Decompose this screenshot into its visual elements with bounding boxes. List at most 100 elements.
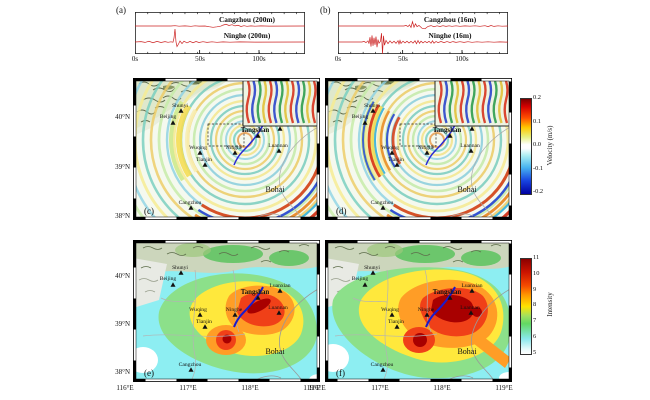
svg-text:Shunyi: Shunyi (172, 103, 188, 109)
svg-text:Ninghe: Ninghe (226, 307, 243, 313)
intensity-tick: 7 (533, 317, 537, 324)
trace-label-ninghe-16m: Ninghe (16m) (429, 31, 472, 40)
b-tick-100s: 100s (455, 55, 469, 63)
velocity-colorbar (520, 98, 532, 195)
svg-text:Tangshan: Tangshan (433, 127, 462, 134)
intensity-map-f: Beijing Shunyi Wuqing Tianjin Ninghe Tan… (325, 240, 512, 382)
lat-tick-39n: 39°N (115, 320, 130, 328)
lat-tick-39n: 39°N (115, 163, 130, 171)
svg-text:Ninghe: Ninghe (418, 145, 435, 151)
svg-text:Wuqing: Wuqing (381, 145, 399, 151)
sea-label: Bohai (457, 347, 477, 356)
lat-tick-38n: 38°N (115, 212, 130, 220)
svg-text:Beijing: Beijing (160, 276, 177, 282)
intensity-tick: 10 (533, 270, 540, 277)
svg-text:Cangzhou: Cangzhou (371, 362, 394, 368)
svg-text:Luannan: Luannan (460, 143, 480, 149)
velocity-tick: -0.1 (533, 165, 544, 172)
inset-source-box (399, 123, 437, 147)
svg-text:Wuqing: Wuqing (189, 307, 207, 313)
svg-text:Ninghe: Ninghe (226, 145, 243, 151)
trace-label-ninghe-200m: Ninghe (200m) (224, 31, 271, 40)
intensity-map-e: Beijing Shunyi Wuqing Tianjin Ninghe Tan… (133, 240, 320, 382)
b-tick-50s: 50s (398, 55, 408, 63)
svg-text:Tianjin: Tianjin (196, 319, 212, 325)
lon-tick-119e: 119°E (303, 384, 321, 392)
wavefield-inset (242, 78, 320, 127)
lon-tick-117e: 117°E (179, 384, 197, 392)
lon-tick-119e: 119°E (495, 384, 513, 392)
intensity-tick: 8 (533, 301, 537, 308)
svg-text:Shunyi: Shunyi (364, 103, 380, 109)
svg-text:Luannan: Luannan (268, 305, 288, 311)
velocity-tick: 0.0 (533, 141, 541, 148)
svg-text:Tangshan: Tangshan (241, 127, 270, 134)
intensity-tick: 5 (533, 349, 537, 356)
sea-label: Bohai (265, 185, 285, 194)
svg-text:Cangzhou: Cangzhou (179, 200, 202, 206)
wavefield-map-d: Beijing Shunyi Wuqing Tianjin Ninghe Tan… (325, 78, 512, 220)
svg-text:Beijing: Beijing (160, 114, 177, 120)
svg-text:Ninghe: Ninghe (418, 307, 435, 313)
velocity-tick: -0.2 (533, 188, 544, 195)
svg-text:Luanxian: Luanxian (461, 283, 482, 289)
trace-cangzhou-16m (338, 20, 508, 30)
lon-tick-116e: 116°E (116, 384, 134, 392)
intensity-tick: 9 (533, 286, 537, 293)
intensity-tick: 11 (533, 254, 540, 261)
intensity-tick: 6 (533, 333, 537, 340)
svg-text:Beijing: Beijing (352, 276, 369, 282)
trace-ninghe-200m (135, 28, 305, 48)
a-tick-50s: 50s (195, 55, 205, 63)
panel-c-label: (c) (144, 206, 154, 216)
trace-cangzhou-200m (135, 23, 305, 28)
svg-text:Tianjin: Tianjin (196, 157, 212, 163)
velocity-colorbar-title: Velocity (m/s) (546, 125, 554, 166)
svg-text:Beijing: Beijing (352, 114, 369, 120)
velocity-tick: 0.1 (533, 118, 541, 125)
seismogram-b-box (338, 12, 508, 54)
lat-tick-40n: 40°N (115, 113, 130, 121)
a-tick-100s: 100s (252, 55, 266, 63)
b-tick-0s: 0s (334, 55, 342, 63)
intensity-colorbar-title: Intensity (546, 292, 554, 317)
svg-text:Tianjin: Tianjin (388, 157, 404, 163)
trace-ninghe-16m (338, 33, 508, 54)
lat-tick-40n: 40°N (115, 272, 130, 280)
lon-tick-118e: 118°E (433, 384, 451, 392)
svg-text:Shunyi: Shunyi (172, 265, 188, 271)
seismogram-a-box (135, 12, 305, 54)
panel-d-label: (d) (336, 206, 347, 216)
city-markers: Beijing Shunyi Wuqing Tianjin Ninghe Tan… (352, 265, 483, 372)
svg-text:Wuqing: Wuqing (189, 145, 207, 151)
city-markers: Beijing Shunyi Wuqing Tianjin Ninghe Tan… (160, 265, 291, 372)
sea-label: Bohai (265, 347, 285, 356)
svg-text:Luannan: Luannan (268, 143, 288, 149)
lat-tick-38n: 38°N (115, 368, 130, 376)
seismogram-panel-b: Cangzhou (16m) Ninghe (16m) (338, 12, 508, 54)
svg-text:Cangzhou: Cangzhou (371, 200, 394, 206)
svg-text:Wuqing: Wuqing (381, 307, 399, 313)
inset-source-box (207, 123, 245, 147)
lon-tick-118e: 118°E (241, 384, 259, 392)
svg-text:Shunyi: Shunyi (364, 265, 380, 271)
svg-text:Tangshan: Tangshan (433, 289, 462, 296)
svg-text:Luannan: Luannan (460, 305, 480, 311)
svg-text:Luanxian: Luanxian (269, 283, 290, 289)
sea-label: Bohai (457, 185, 477, 194)
intensity-colorbar (520, 258, 532, 355)
lon-tick-117e: 117°E (371, 384, 389, 392)
svg-text:Cangzhou: Cangzhou (179, 362, 202, 368)
seismogram-panel-a: Cangzhou (200m) Ninghe (200m) (135, 12, 305, 54)
panel-e-label: (e) (144, 368, 154, 378)
svg-text:Tianjin: Tianjin (388, 319, 404, 325)
lon-tick-116e: 116°E (308, 384, 326, 392)
a-tick-0s: 0s (131, 55, 139, 63)
seismogram-a-ticks (135, 12, 305, 54)
trace-label-cangzhou-16m: Cangzhou (16m) (424, 15, 477, 24)
velocity-tick: 0.2 (533, 94, 541, 101)
panel-a-label: (a) (116, 5, 126, 15)
panel-f-label: (f) (336, 368, 345, 378)
panel-b-label: (b) (320, 5, 331, 15)
